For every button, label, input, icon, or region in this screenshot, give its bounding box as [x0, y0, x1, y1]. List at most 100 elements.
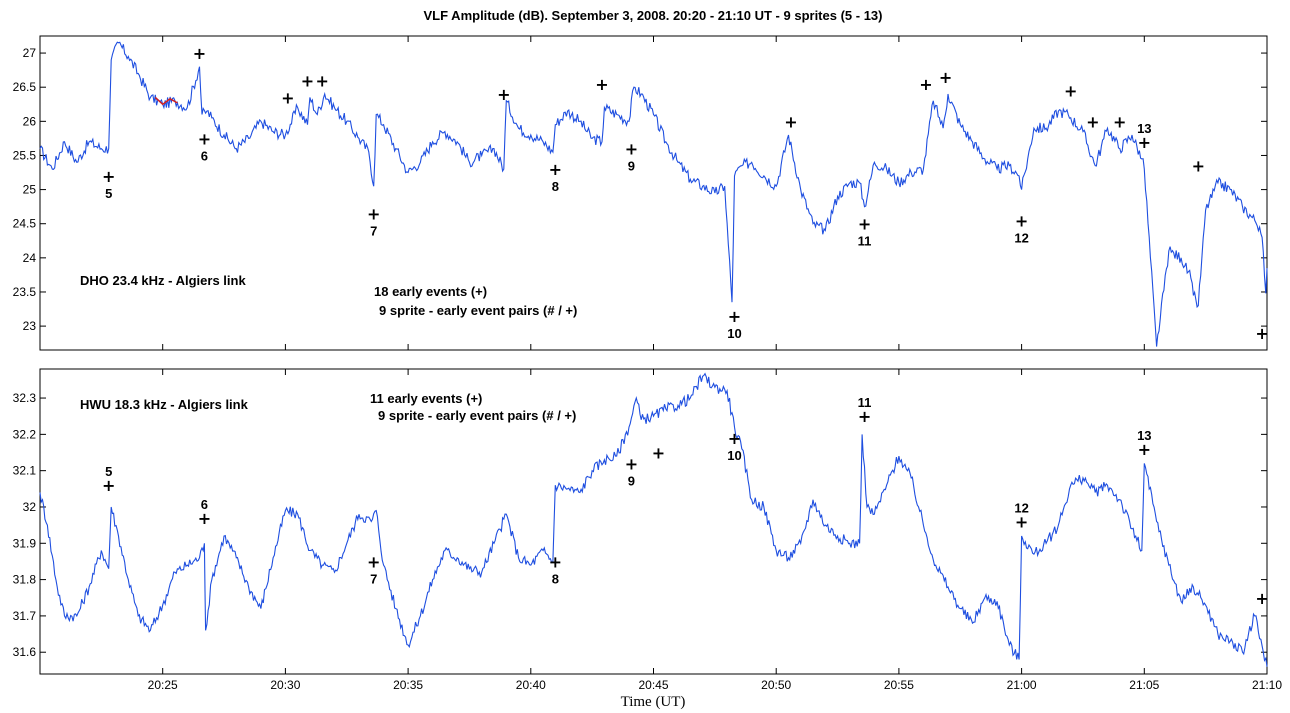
early-event-marker: +: [1086, 112, 1099, 131]
x-tick-label: 20:50: [761, 678, 791, 692]
sprite-number-label: 12: [1014, 230, 1028, 245]
early-event-marker: +: [652, 444, 665, 463]
sprite-number-label: 7: [370, 223, 377, 238]
panel-dho-events: +5++6++ ++7++8++9+10++11+ ++12++ ++13++: [102, 44, 1269, 343]
early-event-marker: +: [1015, 513, 1028, 532]
early-event-marker: +: [102, 476, 115, 495]
early-event-marker: +: [497, 85, 510, 104]
sprite-number-label: 8: [552, 571, 559, 586]
early-event-marker: +: [784, 112, 797, 131]
early-event-marker: +: [1015, 211, 1028, 230]
y-tick-label: 25.5: [13, 148, 37, 162]
sprite-number-label: 8: [552, 179, 559, 194]
y-tick-label: 31.8: [13, 573, 37, 587]
early-event-marker: +: [1138, 440, 1151, 459]
panel-dho-early-events-note: 18 early events (+): [374, 284, 487, 299]
panel-hwu-x-ticks: [162, 369, 1268, 674]
early-event-marker: +: [549, 160, 562, 179]
early-event-marker: +: [625, 140, 638, 159]
early-event-marker: +: [102, 167, 115, 186]
panel-dho-sprite-marker: [154, 96, 178, 106]
sprite-number-label: 13: [1137, 428, 1151, 443]
sprite-number-label: 13: [1137, 121, 1151, 136]
early-event-marker: +: [595, 75, 608, 94]
x-tick-label: 20:55: [884, 678, 914, 692]
panel-hwu-events: +5+6+7+8+9++10+11+12+13+: [102, 395, 1269, 608]
panel-hwu-station-label: HWU 18.3 kHz - Algiers link: [80, 397, 249, 412]
early-event-marker: +: [1138, 133, 1151, 152]
panel-hwu-y-axis: 32.3 32.2 32.1 32 31.9 31.8 31.7 31.6: [13, 391, 1267, 659]
y-tick-label: 31.6: [13, 645, 37, 659]
y-tick-label: 26.5: [13, 80, 37, 94]
early-event-marker: +: [367, 552, 380, 571]
chart-title: VLF Amplitude (dB). September 3, 2008. 2…: [424, 8, 883, 23]
y-tick-label: 32.1: [13, 464, 37, 478]
y-tick-label: 31.9: [13, 536, 37, 550]
y-tick-label: 32: [23, 500, 37, 514]
sprite-number-label: 5: [105, 464, 112, 479]
panel-dho-station-label: DHO 23.4 kHz - Algiers link: [80, 273, 246, 288]
early-event-marker: +: [193, 44, 206, 63]
early-event-marker: +: [1113, 112, 1126, 131]
sprite-number-label: 6: [201, 148, 208, 163]
early-event-marker: +: [919, 75, 932, 94]
y-tick-label: 23: [23, 319, 37, 333]
y-tick-label: 27: [23, 46, 37, 60]
y-tick-label: 32.2: [13, 427, 37, 441]
early-event-marker: +: [939, 68, 952, 87]
sprite-number-label: 10: [727, 448, 741, 463]
x-tick-label: 20:30: [270, 678, 300, 692]
sprite-number-label: 5: [105, 186, 112, 201]
early-event-marker: +: [281, 88, 294, 107]
early-event-marker: +: [367, 204, 380, 223]
early-event-marker: +: [1192, 157, 1205, 176]
early-event-marker: +: [1255, 324, 1268, 343]
panel-hwu-amplitude-line: [39, 372, 1268, 667]
sprite-number-label: 10: [727, 326, 741, 341]
x-tick-label: 20:35: [393, 678, 423, 692]
x-tick-label: 21:10: [1252, 678, 1282, 692]
x-axis-tick-labels: 20:25 20:30 20:35 20:40 20:45 20:50 20:55 21:00…: [148, 678, 1283, 692]
y-tick-label: 31.7: [13, 609, 37, 623]
sprite-number-label: 11: [858, 234, 872, 249]
early-event-marker: +: [858, 215, 871, 234]
x-tick-label: 21:05: [1129, 678, 1159, 692]
panel-hwu-pairs-note: 9 sprite - early event pairs (# / +): [378, 408, 576, 423]
early-event-marker: +: [1255, 589, 1268, 608]
y-tick-label: 23.5: [13, 285, 37, 299]
early-event-marker: +: [728, 307, 741, 326]
x-tick-label: 20:45: [638, 678, 668, 692]
early-event-marker: +: [625, 454, 638, 473]
panel-dho-x-ticks: [162, 36, 1268, 350]
x-tick-label: 21:00: [1007, 678, 1037, 692]
panel-dho-pairs-note: 9 sprite - early event pairs (# / +): [379, 303, 577, 318]
sprite-number-label: 9: [628, 159, 635, 174]
panel-hwu-early-events-note: 11 early events (+): [370, 391, 482, 406]
early-event-marker: +: [301, 71, 314, 90]
y-tick-label: 32.3: [13, 391, 37, 405]
x-tick-label: 20:40: [516, 678, 546, 692]
y-tick-label: 26: [23, 114, 37, 128]
y-tick-label: 25: [23, 183, 37, 197]
early-event-marker: +: [549, 552, 562, 571]
early-event-marker: +: [316, 71, 329, 90]
sprite-number-label: 11: [858, 395, 872, 410]
sprite-number-label: 7: [370, 571, 377, 586]
panel-dho-frame: [39, 35, 1268, 351]
y-tick-label: 24: [23, 251, 37, 265]
early-event-marker: +: [198, 129, 211, 148]
early-event-marker: +: [198, 509, 211, 528]
x-tick-label: 20:25: [148, 678, 178, 692]
sprite-number-label: 12: [1014, 501, 1028, 516]
early-event-marker: +: [858, 407, 871, 426]
x-axis-label: Time (UT): [621, 694, 686, 710]
panel-dho-y-axis: 27 26.5 26 25.5 25 24.5 24 23.5 23: [13, 46, 1267, 333]
y-tick-label: 24.5: [13, 217, 37, 231]
sprite-number-label: 6: [201, 497, 208, 512]
early-event-marker: +: [1064, 82, 1077, 101]
early-event-marker: +: [728, 429, 741, 448]
panel-dho-amplitude-line: [39, 41, 1268, 347]
sprite-number-label: 9: [628, 473, 635, 488]
